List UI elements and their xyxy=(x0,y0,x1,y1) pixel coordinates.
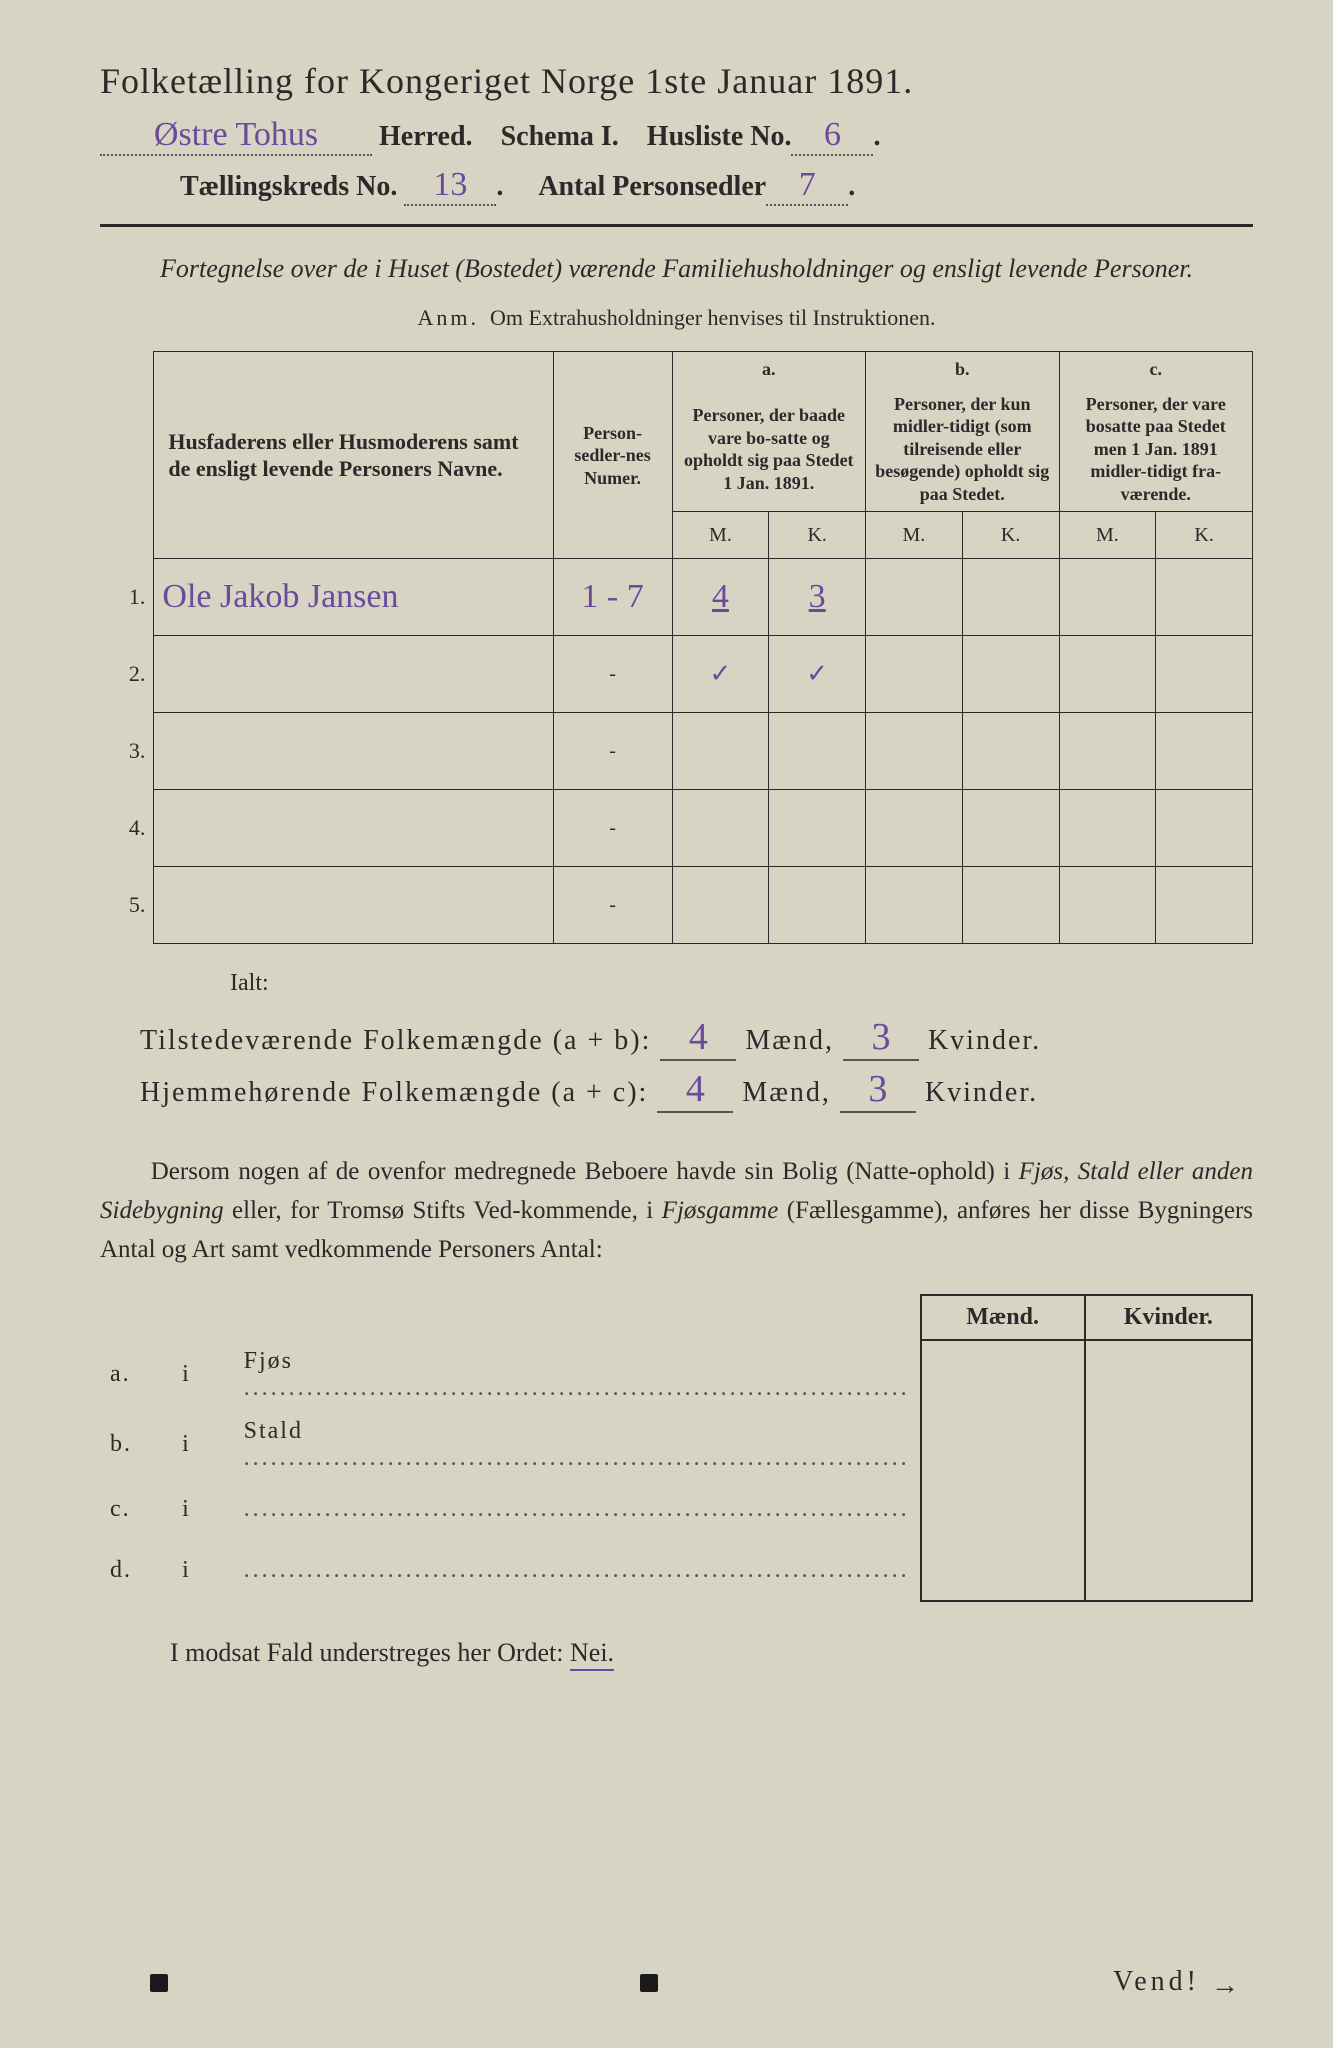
table-row: 4. - xyxy=(100,790,1253,867)
annotation-line: Anm. Om Extrahusholdninger henvises til … xyxy=(100,305,1253,331)
group-c-label: c. xyxy=(1059,352,1253,387)
husliste-value: 6 xyxy=(791,116,873,156)
table-row: 5. - xyxy=(100,867,1253,944)
sum1-k: 3 xyxy=(843,1015,919,1061)
c-m: M. xyxy=(1059,512,1156,559)
col-names: Husfaderens eller Husmoderens samt de en… xyxy=(154,352,553,559)
sub-kvinder: Kvinder. xyxy=(1085,1295,1252,1340)
anm-text: Om Extrahusholdninger henvises til Instr… xyxy=(490,305,935,330)
hole-icon xyxy=(150,1974,168,1992)
group-a-label: a. xyxy=(672,352,865,387)
ialt-label: Ialt: xyxy=(230,970,1253,997)
kreds-value: 13 xyxy=(404,166,496,206)
husliste-label: Husliste No. xyxy=(647,121,792,152)
sub-row: d. i xyxy=(100,1540,1252,1601)
herred-label: Herred. xyxy=(379,121,473,152)
sum-line-2: Hjemmehørende Folkemængde (a + c): 4 Mæn… xyxy=(140,1067,1253,1113)
sum2-k: 3 xyxy=(840,1067,916,1113)
paragraph: Dersom nogen af de ovenfor medregnede Be… xyxy=(100,1153,1253,1269)
sub-row: a. i Fjøs xyxy=(100,1340,1252,1410)
anm-label: Anm. xyxy=(418,305,480,330)
arrow-icon: → xyxy=(1211,1970,1243,2001)
group-b-text: Personer, der kun midler-tidigt (som til… xyxy=(866,387,1059,512)
b-m: M. xyxy=(866,512,963,559)
divider xyxy=(100,224,1253,227)
group-c-text: Personer, der vare bosatte paa Stedet me… xyxy=(1059,387,1253,512)
table-row: 3. - xyxy=(100,713,1253,790)
table-row: 1. Ole Jakob Jansen 1 - 7 4 3 xyxy=(100,559,1253,636)
row-sedler: 1 - 7 xyxy=(553,559,672,636)
a-m: M. xyxy=(672,512,769,559)
col-sedler: Person-sedler-nes Numer. xyxy=(553,352,672,559)
group-a-text: Personer, der baade vare bo-satte og oph… xyxy=(672,387,865,512)
c-k: K. xyxy=(1156,512,1253,559)
sum2-m: 4 xyxy=(657,1067,733,1113)
sub-table: Mænd. Kvinder. a. i Fjøs b. i Stald c. i… xyxy=(100,1294,1253,1602)
a-k: K. xyxy=(769,512,866,559)
sum-line-1: Tilstedeværende Folkemængde (a + b): 4 M… xyxy=(140,1015,1253,1061)
subtitle: Fortegnelse over de i Huset (Bostedet) v… xyxy=(140,251,1213,287)
sub-row: c. i xyxy=(100,1480,1252,1540)
antal-value: 7 xyxy=(766,166,848,206)
b-k: K. xyxy=(962,512,1059,559)
schema-label: Schema I. xyxy=(501,121,619,152)
row-ak: 3 xyxy=(769,559,866,636)
nei-word: Nei. xyxy=(570,1638,614,1671)
row-name: Ole Jakob Jansen xyxy=(162,578,398,616)
sub-maend: Mænd. xyxy=(921,1295,1085,1340)
main-table: Husfaderens eller Husmoderens samt de en… xyxy=(100,351,1253,944)
antal-label: Antal Personsedler xyxy=(538,171,766,202)
modsat-line: I modsat Fald understreges her Ordet: Ne… xyxy=(170,1638,1253,1668)
header-line-1: Østre Tohus Herred. Schema I. Husliste N… xyxy=(100,116,1253,156)
row-am: 4 xyxy=(672,559,769,636)
sum1-m: 4 xyxy=(660,1015,736,1061)
header-line-2: Tællingskreds No. 13. Antal Personsedler… xyxy=(180,166,1253,206)
group-b-label: b. xyxy=(866,352,1059,387)
kreds-label: Tællingskreds No. xyxy=(180,171,397,202)
vend-label: Vend! → xyxy=(1113,1966,1243,1998)
page-title: Folketælling for Kongeriget Norge 1ste J… xyxy=(100,60,1253,102)
table-row: 2. - ✓ ✓ xyxy=(100,636,1253,713)
herred-value: Østre Tohus xyxy=(100,116,372,156)
hole-icon xyxy=(640,1974,658,1992)
sub-row: b. i Stald xyxy=(100,1410,1252,1480)
